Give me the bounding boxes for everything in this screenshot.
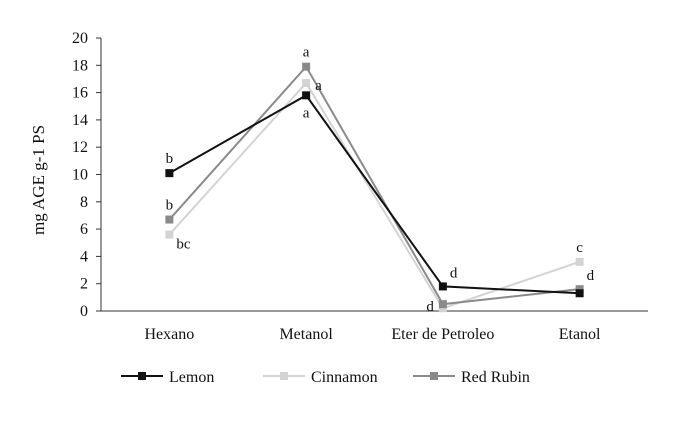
data-point <box>165 215 174 224</box>
data-point <box>165 230 174 239</box>
x-axis: Hexano Metanol Eter de Petroleo Etanol <box>101 310 648 343</box>
significance-letter: a <box>315 78 322 94</box>
y-tick-label: 8 <box>80 194 88 211</box>
significance-letter: bc <box>176 237 191 253</box>
series-line <box>168 94 580 295</box>
legend-item-red-rubin: Red Rubin <box>413 369 530 386</box>
legend-marker <box>280 372 288 380</box>
series-lines <box>165 62 584 313</box>
data-point <box>575 257 584 266</box>
data-point <box>575 285 584 294</box>
series-line <box>168 64 580 306</box>
data-point <box>302 91 311 100</box>
series-lemon <box>165 91 584 298</box>
data-point <box>438 300 447 309</box>
y-axis-label: mg AGE g-1 PS <box>29 125 48 235</box>
significance-letter: a <box>303 45 310 61</box>
significance-letter: b <box>166 151 174 167</box>
x-tick-label: Hexano <box>144 326 194 343</box>
significance-letter: c <box>576 240 583 256</box>
significance-letter: a <box>303 105 310 121</box>
data-point <box>302 62 311 71</box>
y-tick-label: 6 <box>80 221 88 238</box>
y-tick-label: 4 <box>80 248 88 265</box>
data-point <box>302 79 311 88</box>
y-tick-label: 0 <box>80 303 88 320</box>
series-cinnamon <box>165 79 584 313</box>
significance-letter: d <box>587 268 595 284</box>
y-tick-label: 20 <box>72 30 88 47</box>
significance-letter: d <box>426 299 434 315</box>
x-tick-label: Etanol <box>559 326 601 343</box>
legend: Lemon Cinnamon Red Rubin <box>121 369 530 386</box>
significance-letter: d <box>450 265 458 281</box>
y-tick-label: 18 <box>72 57 88 74</box>
legend-item-cinnamon: Cinnamon <box>263 369 378 386</box>
legend-label: Red Rubin <box>461 369 530 386</box>
y-tick-label: 14 <box>72 112 88 129</box>
series-line <box>168 81 580 310</box>
data-point <box>575 289 584 298</box>
legend-label: Cinnamon <box>311 369 378 386</box>
y-tick-label: 12 <box>72 139 88 156</box>
y-axis: 0 2 4 6 8 10 12 14 16 18 20 <box>72 30 102 320</box>
y-tick-label: 2 <box>80 276 88 293</box>
legend-item-lemon: Lemon <box>121 369 214 386</box>
significance-letter: b <box>166 198 174 214</box>
series-red-rubin <box>165 62 584 309</box>
data-point <box>438 282 447 291</box>
legend-marker <box>138 372 146 380</box>
data-point <box>438 304 447 313</box>
y-tick-label: 16 <box>72 85 88 102</box>
x-tick-label: Eter de Petroleo <box>391 326 494 343</box>
data-point <box>165 169 174 178</box>
legend-marker <box>430 372 438 380</box>
legend-label: Lemon <box>169 369 214 386</box>
y-tick-label: 10 <box>72 167 88 184</box>
x-tick-label: Metanol <box>279 326 333 343</box>
